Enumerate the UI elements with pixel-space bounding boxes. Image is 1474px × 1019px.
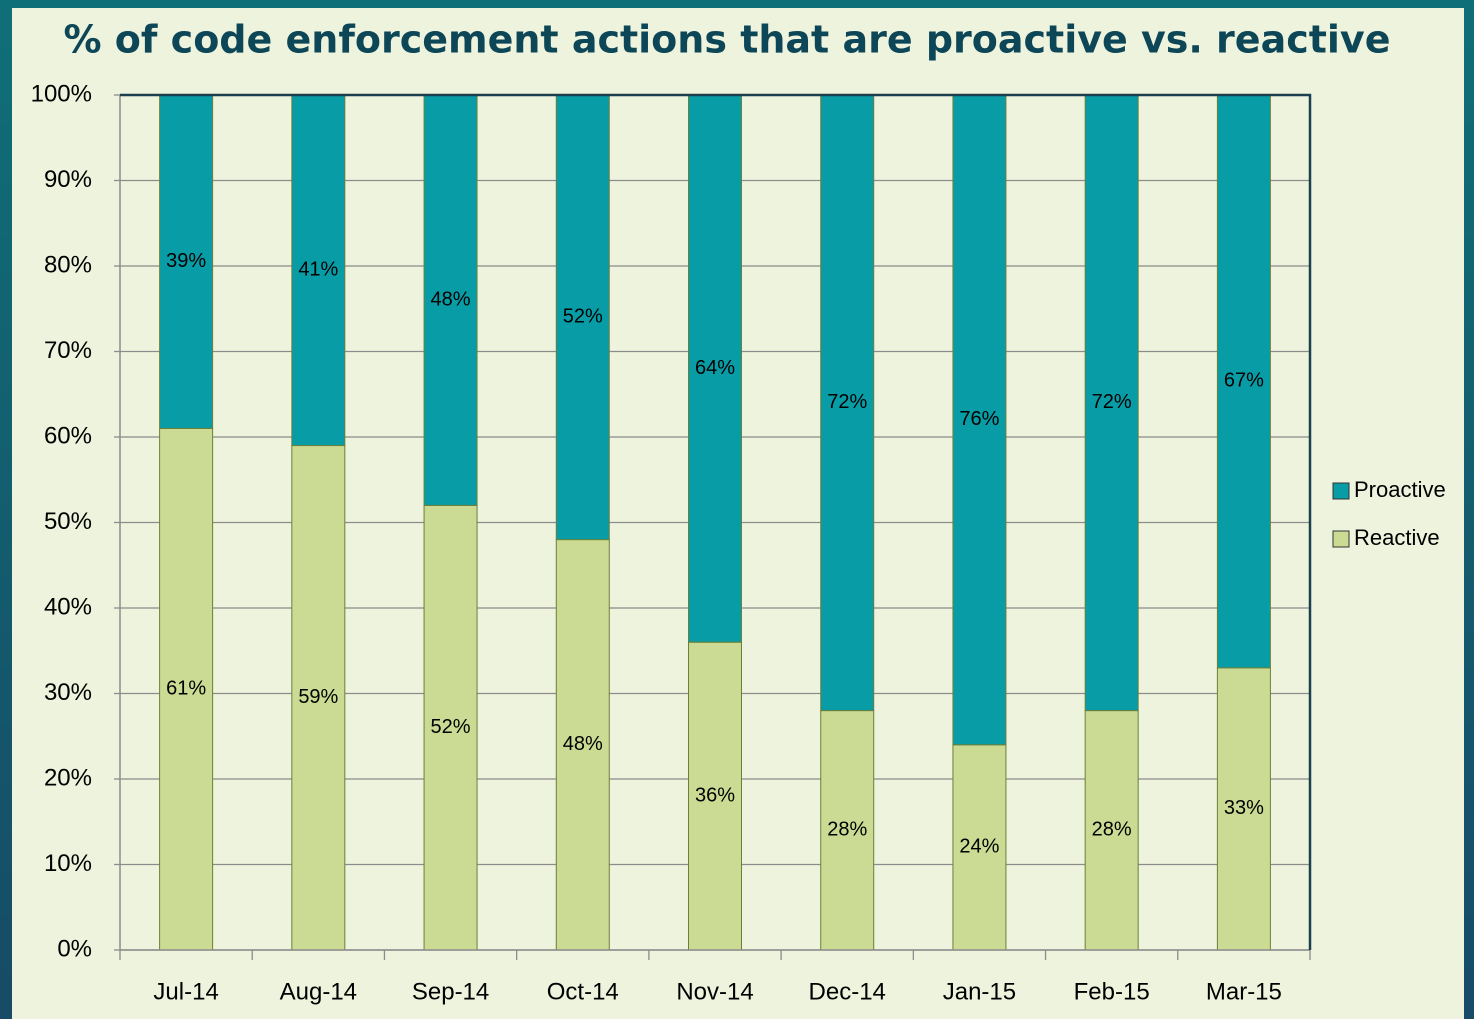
legend-swatch: [1332, 530, 1350, 548]
y-tick-label: 50%: [44, 508, 92, 535]
plot-border: [120, 93, 1312, 950]
bar-segment: [423, 504, 478, 951]
x-tick-label: Jul-14: [153, 978, 218, 1005]
y-tick-label: 40%: [44, 593, 92, 620]
data-label: 36%: [695, 784, 735, 806]
y-tick-label: 60%: [44, 422, 92, 449]
legend-label: Proactive: [1354, 477, 1446, 502]
data-label: 48%: [563, 733, 603, 755]
x-tick-label: Feb-15: [1074, 978, 1150, 1005]
x-tick-label: Oct-14: [547, 978, 619, 1005]
x-tick-label: Dec-14: [809, 978, 886, 1005]
bar-segment: [159, 427, 214, 951]
bar-segment: [1216, 94, 1271, 669]
bar-segment: [1216, 667, 1271, 951]
x-tick-label: Jan-15: [943, 978, 1016, 1005]
y-tick-label: 70%: [44, 337, 92, 364]
y-tick-label: 20%: [44, 764, 92, 791]
bar-segment: [423, 94, 478, 506]
data-label: 76%: [959, 408, 999, 430]
data-label: 52%: [431, 716, 471, 738]
bar-segment: [952, 94, 1007, 746]
x-tick-label: Nov-14: [676, 978, 753, 1005]
chart-title: % of code enforcement actions that are p…: [64, 18, 1391, 62]
legend-label: Reactive: [1354, 525, 1440, 550]
y-tick-label: 30%: [44, 679, 92, 706]
data-label: 28%: [827, 819, 867, 841]
y-tick-label: 80%: [44, 251, 92, 278]
legend-swatch: [1332, 482, 1350, 500]
data-label: 61%: [166, 678, 206, 700]
data-label: 39%: [166, 250, 206, 272]
data-label: 24%: [959, 836, 999, 858]
data-label: 59%: [298, 686, 338, 708]
bar-segment: [1084, 94, 1139, 712]
data-label: 52%: [563, 306, 603, 328]
bar-segment: [820, 710, 875, 951]
data-label: 41%: [298, 259, 338, 281]
data-label: 28%: [1092, 819, 1132, 841]
y-tick-label: 0%: [57, 935, 92, 962]
data-label: 48%: [431, 288, 471, 310]
y-tick-label: 100%: [31, 80, 92, 107]
bar-segment: [159, 94, 214, 429]
x-tick-label: Sep-14: [412, 978, 489, 1005]
bar-segment: [688, 94, 742, 643]
y-tick-label: 90%: [44, 166, 92, 193]
bar-segment: [291, 94, 346, 447]
bar-segment: [952, 744, 1007, 951]
y-tick-label: 10%: [44, 850, 92, 877]
data-label: 72%: [1092, 391, 1132, 413]
data-label: 64%: [695, 357, 735, 379]
bar-segment: [555, 94, 610, 541]
data-label: 72%: [827, 391, 867, 413]
x-tick-label: Aug-14: [280, 978, 357, 1005]
data-label: 33%: [1224, 797, 1264, 819]
data-label: 67%: [1224, 370, 1264, 392]
bar-segment: [820, 94, 875, 712]
x-tick-label: Mar-15: [1206, 978, 1282, 1005]
